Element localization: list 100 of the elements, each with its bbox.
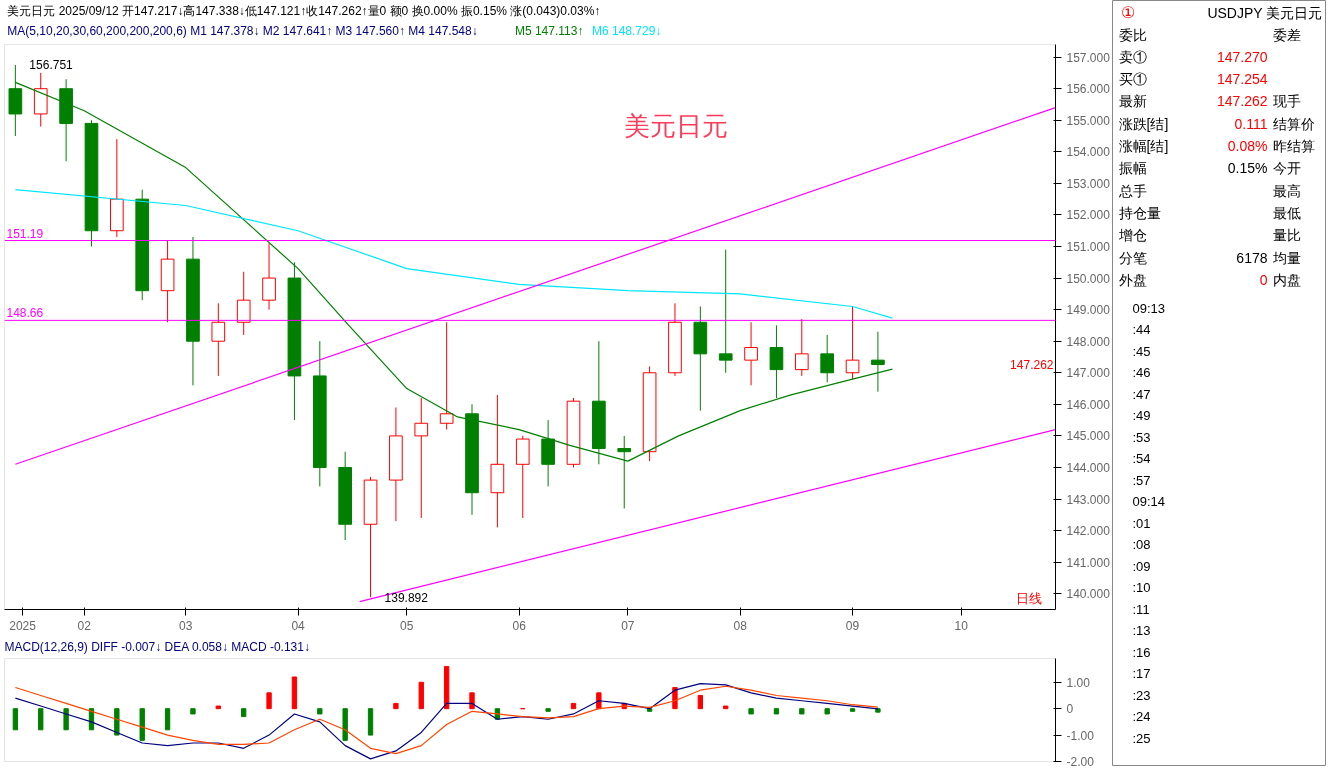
bar (190, 708, 196, 715)
bar (849, 708, 856, 712)
annotation: 147.262 (1010, 358, 1054, 372)
x-tick-label: 2025 (9, 618, 37, 633)
category-label: 内盘 (1272, 271, 1301, 288)
text: 147.262 (1216, 93, 1268, 110)
y-tick-label: 150.000 (1066, 271, 1111, 286)
chart-title: MACD(12,26,9) DIFF -0.007↓ DEA 0.058↓ MACD -0.131↓ (4, 639, 310, 654)
category-label: 外盘 (1118, 271, 1147, 288)
text: M5 147.113↑ (514, 23, 584, 38)
chart-subtitle: MA(5,10,20,30,60,200,200,200,6) M1 147.378↓ M2 147.641↑ M3 147.560↑ M4 147.548↓ (7, 23, 478, 38)
category-label: 结算价 (1272, 115, 1315, 132)
y-tick-label: 152.000 (1066, 208, 1111, 223)
bar (545, 708, 551, 712)
text: :47 (1132, 386, 1151, 402)
candlestick (439, 321, 454, 431)
ref-line-label: 148.66 (6, 306, 44, 321)
category-label: 持仓量 (1118, 204, 1161, 221)
y-tick-label: 144.000 (1066, 460, 1111, 475)
bar (697, 694, 704, 710)
bar (266, 692, 272, 710)
text: 6178 (1236, 249, 1268, 266)
candlestick (794, 318, 809, 377)
y-tick-label: 156.000 (1066, 82, 1111, 97)
y-tick-label: -1.00 (1066, 728, 1095, 743)
text: 09:13 (1132, 300, 1166, 316)
annotation: 美元日元 (623, 110, 728, 141)
bar (443, 665, 450, 710)
text: :08 (1132, 537, 1151, 553)
x-tick-label: 10 (954, 618, 969, 633)
y-tick-label: 147.000 (1066, 366, 1111, 381)
text: 147.254 (1216, 71, 1268, 88)
text: :23 (1132, 687, 1151, 703)
y-tick-label: 0 (1066, 702, 1074, 717)
y-tick-label: 140.000 (1066, 587, 1111, 602)
x-tick-label: 04 (291, 618, 306, 633)
text: :24 (1132, 709, 1151, 725)
candlestick (744, 321, 758, 386)
text: 0 (1259, 271, 1268, 288)
annotation: 日线 (1015, 590, 1042, 606)
category-label: 卖① (1118, 48, 1147, 65)
candlestick (211, 302, 226, 377)
y-tick-label: 154.000 (1066, 145, 1111, 160)
y-tick-label: 141.000 (1066, 555, 1111, 570)
text: :49 (1132, 408, 1151, 424)
text: 0.08% (1227, 138, 1268, 154)
category-label: 委比 (1118, 26, 1147, 43)
text: ① (1120, 4, 1135, 21)
bar (215, 705, 221, 710)
text: :13 (1132, 623, 1151, 639)
bar (824, 708, 830, 715)
text: :16 (1132, 644, 1151, 660)
text: 0.111 (1234, 115, 1268, 132)
x-tick-label: 03 (179, 618, 193, 633)
bar (139, 708, 145, 741)
text: :10 (1132, 580, 1151, 596)
x-tick-label: 02 (77, 618, 92, 633)
bar (418, 681, 424, 710)
text: USDJPY 美元日元 (1207, 4, 1323, 21)
candlestick (236, 271, 251, 336)
x-tick-label: 06 (512, 618, 527, 633)
text: :09 (1132, 558, 1151, 574)
bar (723, 705, 729, 710)
category-label: 现手 (1272, 93, 1301, 110)
bar (63, 708, 69, 731)
bar (342, 708, 348, 741)
category-label: 最高 (1272, 182, 1301, 199)
text: :53 (1132, 429, 1151, 445)
candlestick (871, 331, 885, 393)
candlestick (820, 334, 835, 383)
ref-line-label: 151.19 (6, 226, 44, 241)
text: :25 (1132, 730, 1151, 746)
text: :01 (1132, 515, 1151, 531)
category-label: 均量 (1272, 249, 1301, 266)
text: M6 148.729↓ (591, 23, 662, 38)
text: 09:14 (1132, 494, 1166, 510)
y-tick-label: 153.000 (1066, 176, 1111, 191)
candlestick (414, 397, 429, 519)
category-label: 今开 (1272, 160, 1301, 177)
text: :46 (1132, 365, 1151, 381)
category-label: 委差 (1272, 26, 1301, 43)
y-tick-label: 157.000 (1066, 50, 1111, 65)
bar (291, 676, 298, 710)
bar (12, 708, 19, 731)
text: :57 (1132, 472, 1151, 488)
bar (748, 708, 754, 715)
bar (875, 708, 881, 713)
category-label: 总手 (1118, 182, 1147, 199)
bar (773, 708, 780, 715)
bar (164, 708, 171, 731)
y-tick-label: -2.00 (1066, 755, 1095, 769)
category-label: 最新 (1118, 93, 1147, 110)
category-label: 分笔 (1118, 249, 1147, 266)
y-tick-label: 143.000 (1066, 492, 1111, 507)
bar (469, 692, 475, 710)
candlestick (718, 249, 733, 374)
text: :11 (1132, 601, 1150, 617)
category-label: 昨结算 (1272, 138, 1315, 154)
y-tick-label: 142.000 (1066, 524, 1111, 539)
category-label: 增仓 (1118, 227, 1147, 244)
